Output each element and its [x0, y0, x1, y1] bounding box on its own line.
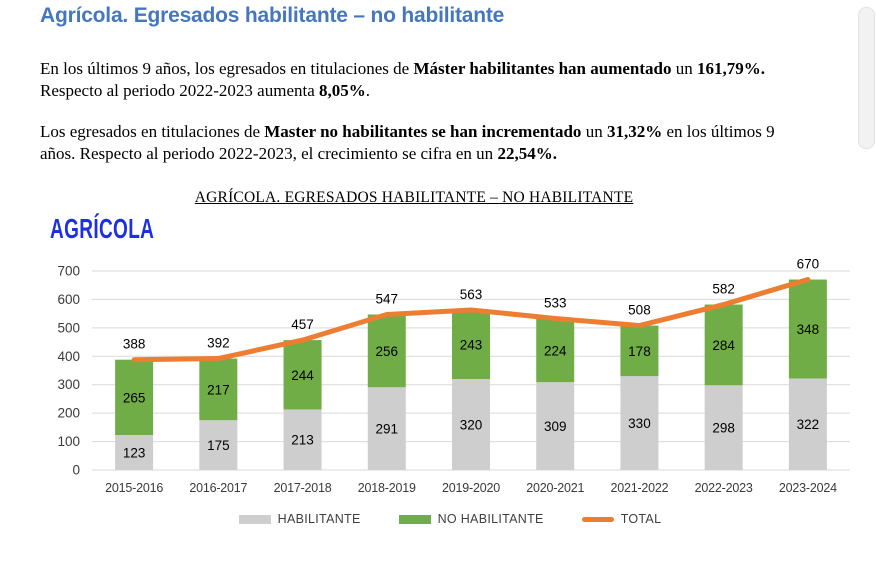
svg-text:291: 291	[376, 422, 399, 437]
svg-text:2017-2018: 2017-2018	[274, 481, 332, 495]
svg-text:309: 309	[544, 419, 567, 434]
svg-text:178: 178	[628, 344, 651, 359]
no-habilitante-swatch	[398, 514, 431, 524]
legend-label-habilitante: HABILITANTE	[277, 512, 361, 526]
svg-text:200: 200	[57, 406, 80, 421]
svg-text:2022-2023: 2022-2023	[695, 481, 753, 495]
svg-text:2015-2016: 2015-2016	[105, 481, 163, 495]
svg-text:348: 348	[797, 322, 820, 337]
page-title: Agrícola. Egresados habilitante – no hab…	[40, 4, 505, 27]
svg-text:213: 213	[291, 433, 314, 448]
svg-text:670: 670	[797, 257, 820, 272]
svg-text:508: 508	[628, 303, 651, 318]
svg-text:500: 500	[57, 320, 80, 335]
svg-text:322: 322	[797, 417, 820, 432]
svg-text:547: 547	[376, 291, 399, 306]
legend-item-no-habilitante: NO HABILITANTE	[398, 512, 544, 526]
svg-text:2020-2021: 2020-2021	[526, 481, 584, 495]
legend-label-no-habilitante: NO HABILITANTE	[437, 512, 544, 526]
svg-text:244: 244	[291, 368, 314, 383]
chart-title-text: AGRÍCOLA	[50, 213, 155, 244]
svg-text:224: 224	[544, 343, 567, 358]
paragraph-master-no-habilitante: Los egresados en titulaciones de Master …	[40, 122, 775, 163]
chart-section-heading: AGRÍCOLA. EGRESADOS HABILITANTE – NO HAB…	[194, 189, 634, 206]
svg-text:243: 243	[460, 337, 483, 352]
total-line-swatch	[581, 516, 614, 522]
svg-text:563: 563	[460, 287, 483, 302]
svg-text:2016-2017: 2016-2017	[189, 481, 247, 495]
svg-text:320: 320	[460, 418, 483, 433]
stacked-bar-line-chart: 0 100 200 300 400 500 600 700 123 265 2015-2016 388…	[57, 257, 850, 495]
svg-text:300: 300	[57, 377, 80, 392]
svg-text:2018-2019: 2018-2019	[358, 481, 416, 495]
svg-text:582: 582	[712, 282, 735, 297]
svg-text:100: 100	[57, 434, 80, 449]
svg-text:533: 533	[544, 295, 567, 310]
svg-text:330: 330	[628, 416, 651, 431]
legend-label-total: TOTAL	[620, 512, 662, 526]
svg-text:123: 123	[123, 446, 146, 461]
paragraph-master-habilitante: En los últimos 9 años, los egresados en …	[40, 59, 765, 100]
svg-text:400: 400	[57, 349, 80, 364]
svg-text:298: 298	[712, 421, 735, 436]
svg-text:388: 388	[123, 337, 146, 352]
vertical-scrollbar-thumb[interactable]	[858, 7, 875, 149]
chart-legend: HABILITANTE NO HABILITANTE TOTAL	[40, 512, 860, 526]
svg-text:217: 217	[207, 382, 230, 397]
svg-text:284: 284	[712, 338, 735, 353]
svg-text:0: 0	[72, 463, 80, 478]
legend-item-habilitante: HABILITANTE	[238, 512, 361, 526]
habilitante-swatch	[238, 514, 271, 524]
svg-text:265: 265	[123, 390, 146, 405]
svg-text:256: 256	[376, 344, 399, 359]
svg-text:175: 175	[207, 438, 230, 453]
svg-text:457: 457	[291, 317, 314, 332]
svg-text:700: 700	[57, 264, 80, 279]
svg-text:2021-2022: 2021-2022	[610, 481, 668, 495]
svg-text:392: 392	[207, 336, 230, 351]
svg-text:2019-2020: 2019-2020	[442, 481, 500, 495]
svg-text:2023-2024: 2023-2024	[779, 481, 837, 495]
svg-text:600: 600	[57, 292, 80, 307]
legend-item-total: TOTAL	[581, 512, 662, 526]
chart-title: AGRÍCOLA	[50, 214, 203, 244]
